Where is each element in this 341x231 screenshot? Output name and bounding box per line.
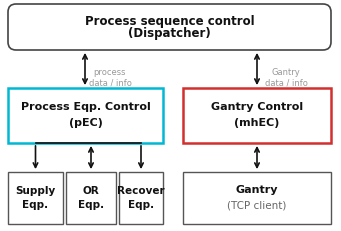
Bar	[8, 88, 163, 143]
Text: (mhEC): (mhEC)	[234, 119, 280, 128]
Bar	[8, 172, 63, 224]
Text: (Dispatcher): (Dispatcher)	[128, 27, 211, 40]
Text: Eqp.: Eqp.	[78, 200, 104, 210]
Text: (TCP client): (TCP client)	[227, 201, 287, 211]
Bar	[183, 172, 331, 224]
Text: (pEC): (pEC)	[69, 119, 102, 128]
Text: Gantry
data / info: Gantry data / info	[265, 68, 308, 87]
Text: Eqp.: Eqp.	[23, 200, 48, 210]
Bar	[183, 88, 331, 143]
Text: Gantry Control: Gantry Control	[211, 103, 303, 112]
Bar	[119, 172, 163, 224]
Text: Process Eqp. Control: Process Eqp. Control	[20, 103, 150, 112]
Text: process
data / info: process data / info	[89, 68, 131, 87]
FancyBboxPatch shape	[8, 4, 331, 50]
Bar	[66, 172, 116, 224]
Text: Gantry: Gantry	[236, 185, 278, 195]
Text: Eqp.: Eqp.	[128, 200, 154, 210]
Text: Supply: Supply	[15, 186, 56, 196]
Text: Recover: Recover	[117, 186, 165, 196]
Text: Process sequence control: Process sequence control	[85, 15, 254, 27]
Text: OR: OR	[83, 186, 99, 196]
